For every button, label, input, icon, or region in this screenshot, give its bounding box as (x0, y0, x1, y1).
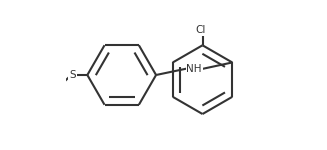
Text: Cl: Cl (196, 25, 206, 35)
Text: S: S (69, 70, 76, 80)
Text: NH: NH (186, 64, 202, 74)
